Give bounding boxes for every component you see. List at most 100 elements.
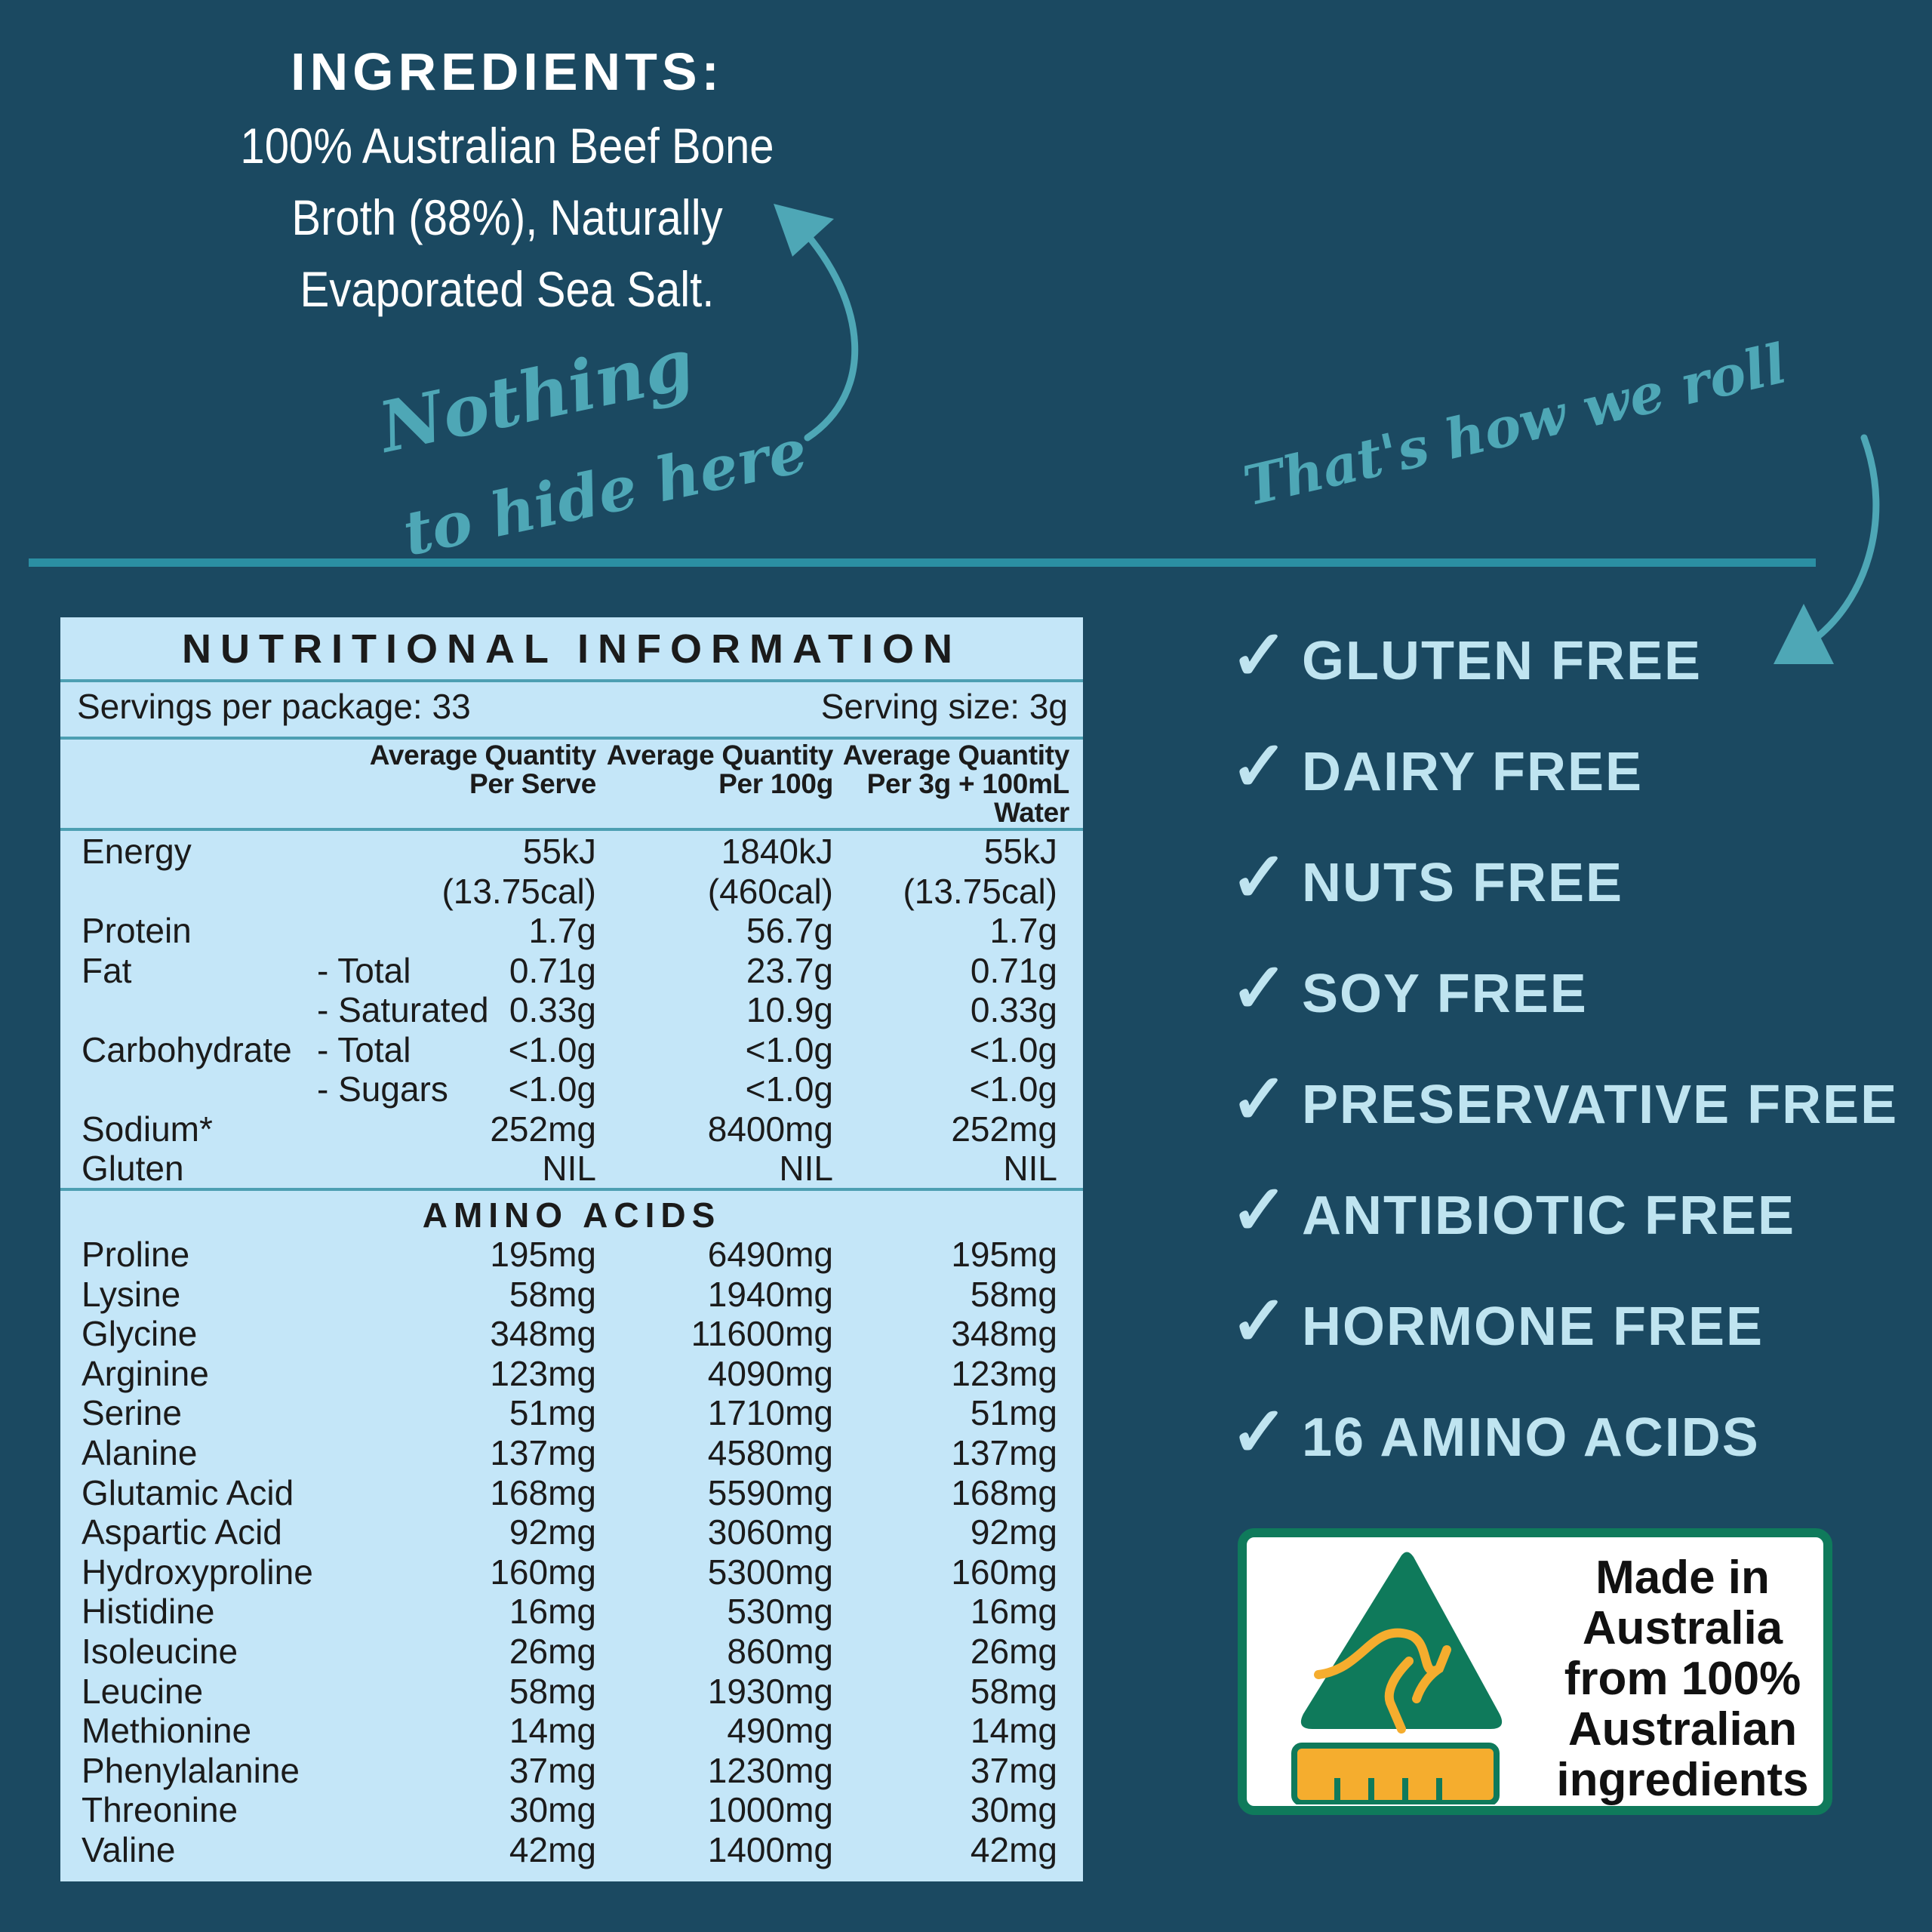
table-row: Proline 195mg 6490mg 195mg [60,1235,1083,1274]
amino-acid-value: 160mg [951,1552,1057,1592]
amino-acid-label: Serine [82,1393,182,1433]
nutrient-value: (13.75cal) [441,871,596,911]
table-row: Alanine 137mg 4580mg 137mg [60,1433,1083,1472]
divider [60,828,1083,831]
made-in-australia-badge: Made in Australia from 100% Australian i… [1238,1528,1832,1815]
checkmark-icon: ✓ [1230,1172,1289,1249]
col-header-per-serve: Average Quantity [369,740,597,771]
table-row: Lysine 58mg 1940mg 58mg [60,1275,1083,1314]
amino-acid-value: 1230mg [707,1750,833,1790]
claim-item: ✓ 16 AMINO ACIDS [1230,1392,1760,1472]
amino-acid-value: 3060mg [707,1512,833,1552]
curved-arrow-icon [1807,434,1880,645]
col-header-per-100g: Per 100g [718,768,833,799]
claim-label: 16 AMINO ACIDS [1302,1407,1760,1468]
table-row: Glutamic Acid 168mg 5590mg 168mg [60,1473,1083,1512]
amino-acid-value: 348mg [951,1314,1057,1354]
nutrient-value: 0.71g [970,950,1057,990]
claim-item: ✓ ANTIBIOTIC FREE [1230,1170,1795,1251]
nutrient-label: Sodium* [82,1109,213,1149]
amino-acid-value: 1930mg [707,1671,833,1711]
table-row: Hydroxyproline 160mg 5300mg 160mg [60,1552,1083,1592]
claim-item: ✓ DAIRY FREE [1230,726,1643,807]
amino-acid-value: 1710mg [707,1393,833,1433]
amino-acid-value: 160mg [490,1552,596,1592]
table-row: Fat - Total 0.71g 23.7g 0.71g [60,951,1083,990]
nutrient-sublabel: - Sugars [317,1069,448,1109]
nutrient-value: 8400mg [707,1109,833,1149]
ingredients-line: Evaporated Sea Salt. [300,261,715,317]
nutrient-value: 56.7g [746,911,833,950]
nutrient-value: <1.0g [745,1029,833,1069]
badge-line: Made in [1595,1552,1770,1604]
ingredients-title: INGREDIENTS: [291,42,724,101]
amino-acid-value: 6490mg [707,1235,833,1274]
nutrient-sublabel: - Saturated [317,990,489,1029]
amino-acid-value: 5300mg [707,1552,833,1592]
amino-acid-label: Arginine [82,1353,209,1393]
amino-acid-value: 1940mg [707,1274,833,1314]
nutrient-label: Gluten [82,1149,184,1188]
claim-label: PRESERVATIVE FREE [1302,1075,1899,1135]
curved-arrow-icon [796,223,859,441]
amino-acid-value: 51mg [509,1393,596,1433]
col-header-per-100g: Average Quantity [606,740,834,771]
amino-acid-value: 5590mg [707,1472,833,1512]
amino-acid-label: Alanine [82,1433,198,1472]
table-row: Protein 1.7g 56.7g 1.7g [60,911,1083,950]
table-row: Phenylalanine 37mg 1230mg 37mg [60,1751,1083,1790]
amino-acid-value: 26mg [970,1632,1057,1671]
amino-acid-value: 42mg [970,1830,1057,1869]
amino-acid-value: 137mg [951,1433,1057,1472]
amino-acid-value: 58mg [509,1274,596,1314]
amino-acid-value: 860mg [727,1632,833,1671]
amino-acid-value: 1400mg [707,1830,833,1869]
amino-acid-value: 92mg [970,1512,1057,1552]
amino-acid-value: 195mg [490,1235,596,1274]
amino-acid-value: 4090mg [707,1353,833,1393]
nutrient-label: Carbohydrate [82,1029,292,1069]
nutrient-value: NIL [1003,1149,1057,1188]
claim-label: DAIRY FREE [1302,742,1644,802]
amino-acid-value: 195mg [951,1235,1057,1274]
checkmark-icon: ✓ [1230,1283,1289,1360]
amino-acid-value: 58mg [509,1671,596,1711]
amino-acid-value: 58mg [970,1671,1057,1711]
nutrient-value: 55kJ [983,832,1057,871]
table-row: Isoleucine 26mg 860mg 26mg [60,1632,1083,1671]
nutrition-title: NUTRITIONAL INFORMATION [182,626,961,672]
amino-acid-label: Isoleucine [82,1632,238,1671]
badge-text: Made in Australia from 100% Australian i… [1537,1552,1828,1805]
col-header-per-serve: Per Serve [469,768,596,799]
amino-acid-value: 168mg [951,1472,1057,1512]
nutrient-value: 0.71g [509,950,596,990]
amino-acid-value: 14mg [970,1711,1057,1751]
servings-per-package: Servings per package: 33 [77,687,471,726]
nutrient-value: 10.9g [746,990,833,1029]
table-row: Aspartic Acid 92mg 3060mg 92mg [60,1512,1083,1552]
table-row: Threonine 30mg 1000mg 30mg [60,1790,1083,1829]
table-row: Leucine 58mg 1930mg 58mg [60,1672,1083,1711]
ingredients-line: 100% Australian Beef Bone [240,118,774,174]
amino-acid-value: 137mg [490,1433,596,1472]
nutrient-value: 252mg [951,1109,1057,1149]
amino-acid-value: 348mg [490,1314,596,1354]
badge-line: Australian [1567,1703,1798,1755]
amino-acid-value: 37mg [509,1750,596,1790]
nutrient-value: 23.7g [746,950,833,990]
amino-acids-title: AMINO ACIDS [422,1195,721,1235]
amino-acid-label: Threonine [82,1790,238,1830]
amino-acid-label: Phenylalanine [82,1750,300,1790]
amino-acid-value: 490mg [727,1711,833,1751]
amino-acid-value: 42mg [509,1830,596,1869]
amino-acid-value: 26mg [509,1632,596,1671]
table-row: Carbohydrate - Total <1.0g <1.0g <1.0g [60,1030,1083,1069]
badge-line: ingredients [1556,1754,1809,1806]
badge-line: from 100% [1564,1653,1801,1705]
table-row: Serine 51mg 1710mg 51mg [60,1393,1083,1432]
nutrient-value: 1.7g [528,911,596,950]
amino-acid-label: Glutamic Acid [82,1472,294,1512]
claim-label: SOY FREE [1302,964,1588,1024]
table-row: Sodium* 252mg 8400mg 252mg [60,1109,1083,1149]
